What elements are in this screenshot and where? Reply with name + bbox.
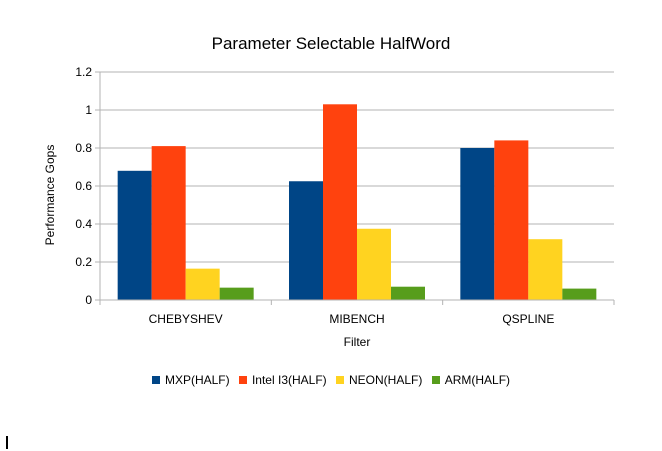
legend-label: ARM(HALF): [444, 373, 511, 387]
legend-swatch: [431, 376, 440, 384]
text-cursor: [6, 436, 8, 449]
bar-mxp-half--mibench: [289, 181, 323, 300]
y-tick-label: 0.8: [75, 141, 92, 155]
bar-neon-half--mibench: [357, 228, 391, 300]
y-tick-label: 0.2: [75, 255, 92, 269]
y-axis-label: Performance Gops: [43, 144, 57, 246]
bar-neon-half--qspline: [528, 239, 563, 300]
y-axis-tick-labels: 0 0.2 0.4 0.6 0.8 1 1.2: [75, 65, 92, 307]
bar-neon-half--chebyshev: [185, 268, 220, 300]
legend-item: ARM(HALF): [431, 373, 511, 387]
chart-title: Parameter Selectable HalfWord: [211, 34, 451, 53]
y-tick-label: 0.6: [75, 179, 92, 193]
bar-arm-half--mibench: [391, 286, 425, 300]
y-tick-label: 0: [85, 293, 92, 307]
legend: MXP(HALF) Intel I3(HALF) NEON(HALF) ARM(…: [0, 373, 662, 387]
legend-swatch: [238, 376, 247, 384]
bar-mxp-half--chebyshev: [117, 170, 152, 300]
legend-item: Intel I3(HALF): [238, 373, 327, 387]
x-tick-label: MIBENCH: [329, 312, 384, 326]
x-axis-label: Filter: [343, 335, 371, 349]
x-axis-tick-labels: CHEBYSHEV MIBENCH QSPLINE: [149, 312, 555, 326]
bar-intel-i3-half--qspline: [494, 140, 529, 300]
legend-label: Intel I3(HALF): [251, 373, 327, 387]
bar-mxp-half--qspline: [460, 148, 495, 300]
axes: [99, 72, 615, 305]
bars: [117, 104, 597, 300]
y-tick-label: 0.4: [75, 217, 92, 231]
legend-item: MXP(HALF): [151, 373, 230, 387]
legend-label: MXP(HALF): [164, 373, 230, 387]
legend-swatch: [151, 376, 160, 384]
bar-intel-i3-half--mibench: [323, 104, 357, 300]
y-tick-label: 1.2: [75, 65, 92, 79]
legend-swatch: [336, 376, 345, 384]
bar-intel-i3-half--chebyshev: [151, 146, 186, 300]
x-tick-label: QSPLINE: [502, 312, 554, 326]
bar-arm-half--qspline: [562, 288, 597, 300]
bar-arm-half--chebyshev: [219, 287, 254, 300]
x-tick-label: CHEBYSHEV: [149, 312, 223, 326]
legend-label: NEON(HALF): [349, 373, 423, 387]
y-tick-label: 1: [85, 103, 92, 117]
legend-item: NEON(HALF): [336, 373, 422, 387]
